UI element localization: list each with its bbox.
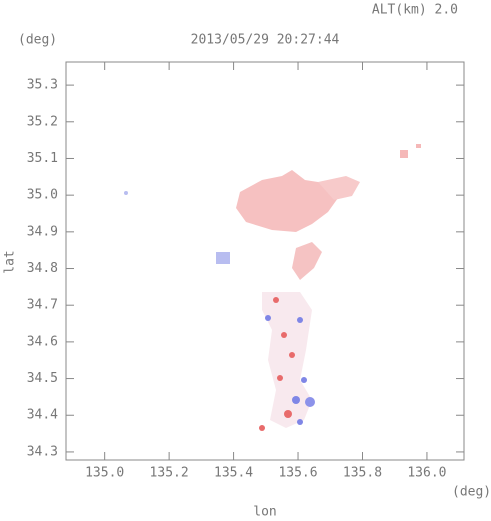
y-tick-label: 34.8 — [27, 261, 58, 276]
echo-field — [124, 144, 421, 431]
chart-title: 2013/05/29 20:27:44 — [191, 33, 340, 48]
plot-frame — [65, 61, 465, 461]
x-tick-label: 136.0 — [407, 466, 446, 481]
x-tick-label: 135.8 — [343, 466, 382, 481]
y-tick-label: 34.4 — [27, 408, 58, 423]
y-tick-label: 35.2 — [27, 114, 58, 129]
y-tick-label: 35.0 — [27, 188, 58, 203]
x-tick-label: 135.6 — [278, 466, 317, 481]
x-unit: (deg) — [452, 485, 491, 500]
y-tick-label: 35.3 — [27, 78, 58, 93]
y-tick-label: 34.5 — [27, 371, 58, 386]
x-tick-label: 135.0 — [85, 466, 124, 481]
y-tick-label: 34.3 — [27, 444, 58, 459]
x-tick-label: 135.4 — [214, 466, 253, 481]
y-tick-label: 34.7 — [27, 298, 58, 313]
x-tick-label: 135.2 — [150, 466, 189, 481]
altitude-label: ALT(km) 2.0 — [372, 3, 458, 18]
y-tick-label: 34.6 — [27, 334, 58, 349]
y-unit: (deg) — [18, 33, 57, 48]
y-tick-label: 34.9 — [27, 224, 58, 239]
x-axis-label: lon — [253, 505, 276, 520]
y-axis-label: lat — [3, 250, 18, 273]
y-tick-label: 35.1 — [27, 151, 58, 166]
